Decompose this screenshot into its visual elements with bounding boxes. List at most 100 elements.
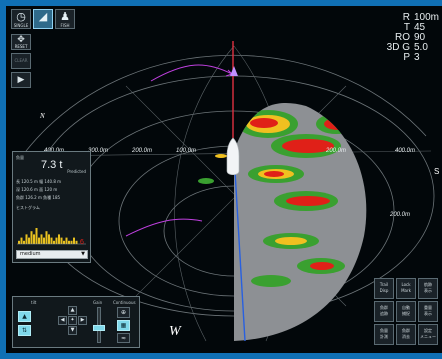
gain-label: Gain — [93, 300, 103, 305]
function-button[interactable]: 魚群 追跡 — [374, 301, 394, 322]
function-button-label: 航跡 — [424, 282, 432, 287]
compass-south: S — [434, 167, 439, 176]
gain-slider-handle[interactable] — [93, 325, 105, 331]
mode-single-button[interactable]: ◷ SINGLE — [11, 9, 31, 29]
mode-single-label: SINGLE — [13, 23, 29, 28]
mode-select[interactable]: medium ▼ — [16, 250, 88, 259]
histogram-bar — [23, 240, 25, 244]
readout-key: RO — [395, 32, 410, 43]
target-icon: ✦ — [70, 317, 75, 323]
tilt-toggle-button[interactable]: ⇅ — [18, 325, 31, 336]
dpad-left[interactable]: ◀ — [58, 316, 67, 325]
readout-value: 5.0 — [414, 42, 428, 53]
histogram-bar — [25, 234, 28, 244]
readout-key: P — [403, 52, 410, 63]
fish-info-panel: 魚量 7.3 t Predicted 長 120.5 m 幅 140.8 m 深… — [12, 151, 91, 263]
readout-key: T — [403, 22, 410, 33]
ship-icon — [226, 137, 240, 176]
histogram-marker: 6 — [80, 239, 84, 246]
function-button-label: Trail — [379, 282, 389, 287]
range-label-left-2: 300.0m — [88, 148, 108, 154]
function-button[interactable]: 設定 メニュー — [418, 324, 438, 345]
histogram-bar — [63, 240, 65, 244]
dpad-down[interactable]: ▼ — [68, 326, 77, 335]
histogram-bar — [75, 240, 78, 244]
readout-row: T 45 — [384, 23, 442, 33]
dpad-center[interactable]: ✦ — [68, 316, 77, 325]
function-button-sublabel: 表示 — [424, 311, 432, 316]
function-button-sublabel: 計測 — [380, 334, 388, 339]
function-button[interactable]: Lock Mark — [396, 278, 416, 299]
histogram-bar — [53, 240, 55, 244]
function-button[interactable]: Trail Disp — [374, 278, 394, 299]
histogram-bar — [70, 240, 73, 244]
reset-button[interactable]: ✥ RESET — [11, 34, 31, 50]
track-view-button[interactable]: ≈ — [117, 333, 130, 343]
histogram-bar — [18, 240, 20, 244]
histogram-bar — [68, 240, 70, 244]
compass-north: N — [39, 112, 45, 120]
info-row: ヒストグラム — [16, 205, 40, 210]
arrow-up-icon: ▲ — [22, 313, 27, 320]
fish-size-histogram: 6 — [17, 228, 86, 246]
crosshair-icon: ✥ — [17, 35, 25, 45]
histogram-bar — [60, 237, 63, 244]
function-button[interactable]: 自動 捕捉 — [396, 301, 416, 322]
function-button[interactable]: 魚量 計測 — [374, 324, 394, 345]
info-row: 魚群 126.2 m 魚種 185 — [16, 195, 61, 200]
arrow-down-icon: ▼ — [70, 327, 75, 333]
mode-fish-label: FISH — [60, 23, 70, 28]
course-arrow — [230, 66, 238, 76]
function-button[interactable]: 重量 表示 — [418, 301, 438, 322]
dpad-right[interactable]: ▶ — [78, 316, 87, 325]
function-button-sublabel: Disp — [379, 288, 389, 293]
reset-label: RESET — [14, 44, 28, 49]
histogram-bar — [20, 237, 23, 244]
clear-button[interactable]: CLEAR — [11, 53, 31, 69]
function-button[interactable]: 航跡 表示 — [418, 278, 438, 299]
fish-view-icon: ♟ — [60, 10, 70, 23]
function-button-label: 設定 — [424, 328, 432, 333]
function-button-sublabel: 捕捉 — [402, 311, 410, 316]
bearing-line — [234, 170, 246, 342]
range-label-right-low: 200.0m — [389, 212, 410, 218]
readout-key: 3D G — [386, 42, 410, 53]
info-header: 魚量 — [16, 155, 24, 160]
play-icon: ▶ — [17, 75, 25, 85]
grid-view-button[interactable]: ▦ — [117, 320, 130, 331]
control-panel: tilt Gain Continuous ▲ ⇅ ▲ ◀ ✦ ▶ ▼ ⊕ ▦ ≈ — [12, 296, 140, 348]
compass-west: W — [169, 324, 182, 339]
mode-sector-button[interactable]: ◢ — [33, 9, 53, 29]
readout-value: 100m — [414, 12, 440, 23]
predicted-label: Predicted — [67, 169, 86, 174]
function-button-sublabel: 表示 — [424, 288, 432, 293]
function-button-label: 魚量 — [380, 328, 388, 333]
function-button-label: 魚群 — [402, 328, 410, 333]
chevron-down-icon: ▼ — [81, 251, 85, 257]
readout-row: R 100m — [384, 13, 442, 23]
range-label-left-3: 200.0m — [131, 148, 152, 154]
sonar-display[interactable]: 400.0m 300.0m 200.0m 100.0m 200.0m 400.0… — [6, 6, 442, 353]
track-icon: ≈ — [120, 335, 127, 342]
play-button[interactable]: ▶ — [11, 72, 31, 88]
histogram-bar — [28, 237, 30, 244]
histogram-bar — [40, 234, 43, 244]
single-view-icon: ◷ — [16, 10, 26, 23]
range-label-left-4: 100.0m — [176, 148, 196, 154]
mode-fish-button[interactable]: ♟ FISH — [55, 9, 75, 29]
tilt-up-button[interactable]: ▲ — [18, 311, 31, 322]
dpad-up[interactable]: ▲ — [68, 306, 77, 315]
histogram-bar — [33, 234, 35, 244]
function-button-sublabel: 消去 — [402, 334, 410, 339]
range-label-right-2: 400.0m — [395, 148, 415, 154]
function-button[interactable]: 魚群 消去 — [396, 324, 416, 345]
histogram-bar — [55, 237, 58, 244]
fish-total-value: 7.3 t — [41, 159, 63, 171]
sector-view-icon: ◢ — [38, 10, 48, 23]
histogram-bar — [50, 237, 53, 244]
zoom-in-button[interactable]: ⊕ — [117, 307, 130, 318]
range-label-right-1: 200.0m — [325, 148, 346, 154]
